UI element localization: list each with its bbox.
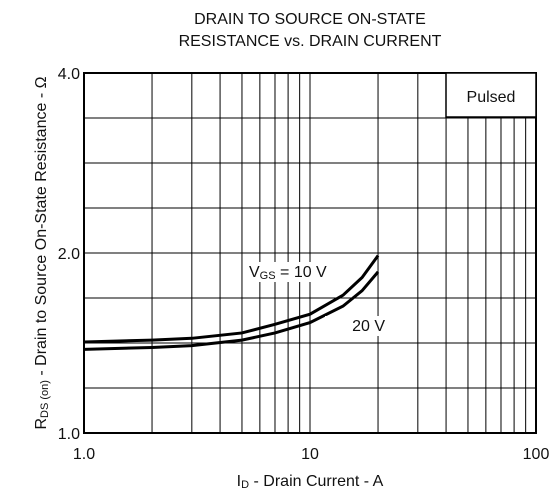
label-main: V [249,264,260,281]
y-axis-label: RDS (on) - Drain to Source On-State Resi… [33,76,51,429]
y-tick-label: 1.0 [58,426,80,443]
label-sub: GS [260,270,276,282]
x-label-sub: D [241,479,249,491]
y-label-rest: - Drain to Source On-State Resistance - … [33,76,50,380]
y-tick-label: 2.0 [58,246,80,263]
y-tick-label: 4.0 [58,66,80,83]
curve-label: VGS = 10 V [249,264,327,282]
x-tick-label: 10 [301,446,319,463]
note: Pulsed [467,89,516,106]
y-label-main: R [33,418,50,430]
note-box [445,72,537,118]
chart-title: DRAIN TO SOURCE ON-STATE [194,11,426,28]
x-tick-label: 100 [523,446,550,463]
curve-label: 20 V [352,318,385,335]
x-label-rest: - Drain Current - A [249,473,384,490]
plot-frame [83,72,537,434]
chart-title: RESISTANCE vs. DRAIN CURRENT [179,33,442,50]
x-tick-label: 1.0 [73,446,95,463]
curve [83,270,380,351]
label-bg [325,316,387,336]
x-axis-label: ID - Drain Current - A [237,473,384,491]
label-bg [247,262,351,282]
x-label-main: I [237,473,241,490]
y-label-sub: DS (on) [39,380,51,418]
label-main: 20 V [352,318,385,335]
label-rest: = 10 V [276,264,327,281]
curve [83,254,380,344]
